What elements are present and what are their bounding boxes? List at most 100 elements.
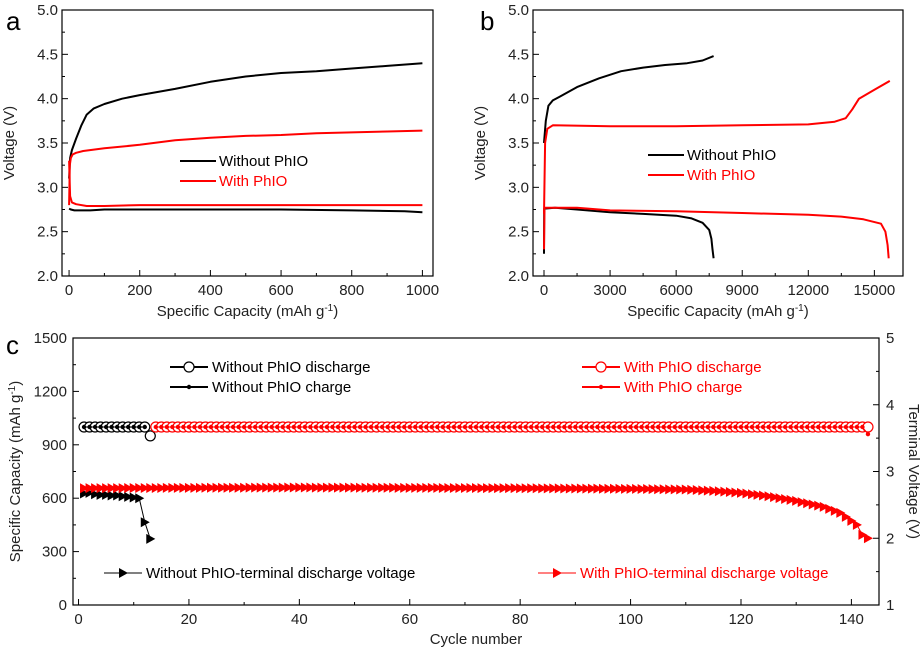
data-point-without-phio-charge <box>109 424 114 430</box>
data-point-with-phio-terminal-discharge-voltage <box>543 483 553 494</box>
data-point-with-phio-terminal-discharge-voltage <box>378 482 388 493</box>
data-point-with-phio-terminal-discharge-voltage <box>234 482 244 493</box>
data-point-with-phio-charge <box>611 424 617 430</box>
data-point-with-phio-terminal-discharge-voltage <box>345 482 355 493</box>
data-point-with-phio-terminal-discharge-voltage <box>477 483 487 494</box>
data-point-with-phio-terminal-discharge-voltage <box>129 483 139 494</box>
data-point-with-phio-charge <box>832 424 838 430</box>
data-point-with-phio-charge <box>777 424 782 430</box>
data-point-with-phio-charge <box>805 424 810 430</box>
data-point-with-phio-terminal-discharge-voltage <box>240 482 250 493</box>
data-point-with-phio-charge <box>793 424 799 430</box>
data-point-with-phio-charge <box>711 424 716 430</box>
data-point-with-phio-charge <box>744 424 749 430</box>
data-point-with-phio-terminal-discharge-voltage <box>223 482 233 493</box>
data-point-with-phio-charge <box>490 424 495 430</box>
data-point-with-phio-charge <box>159 424 164 430</box>
y-tick-label: 1200 <box>34 383 67 400</box>
data-point-with-phio-terminal-discharge-voltage <box>615 483 625 494</box>
data-point-without-phio-charge <box>103 424 109 430</box>
data-point-with-phio-terminal-discharge-voltage <box>444 482 454 493</box>
data-point-with-phio-charge <box>264 424 269 430</box>
panel-letter: b <box>480 6 494 36</box>
data-point-with-phio-charge <box>760 424 766 430</box>
legend-label: With PhIO discharge <box>624 359 762 376</box>
data-point-with-phio-charge <box>219 424 225 430</box>
data-point-with-phio-charge <box>286 424 291 430</box>
data-point-with-phio-charge <box>655 424 661 430</box>
data-point-with-phio-charge <box>860 424 865 430</box>
data-point-with-phio-terminal-discharge-voltage <box>648 484 658 495</box>
data-point-without-phio-terminal-discharge-voltage <box>113 490 123 501</box>
data-point-with-phio-terminal-discharge-voltage <box>394 482 404 493</box>
data-point-with-phio-charge <box>170 424 175 430</box>
y2-tick-label: 2 <box>886 530 894 547</box>
data-point-with-phio-charge <box>573 424 578 430</box>
data-point-with-phio-terminal-discharge-voltage <box>753 489 763 500</box>
data-point-with-phio-charge <box>479 424 484 430</box>
data-point-with-phio-charge <box>540 424 545 430</box>
data-point-with-phio-charge <box>650 424 655 430</box>
data-point-with-phio-terminal-discharge-voltage <box>598 483 608 494</box>
y-tick-label: 2.0 <box>37 268 58 285</box>
data-point-with-phio-charge <box>352 424 357 430</box>
data-point-with-phio-terminal-discharge-voltage <box>725 487 735 498</box>
data-point-with-phio-terminal-discharge-voltage <box>731 487 741 498</box>
data-point-with-phio-terminal-discharge-voltage <box>317 482 327 493</box>
data-point-with-phio-terminal-discharge-voltage <box>416 482 426 493</box>
data-point-without-phio-charge <box>92 424 98 430</box>
data-point-without-phio-charge <box>87 424 92 430</box>
data-point-with-phio-charge <box>589 424 595 430</box>
y2-tick-label: 1 <box>886 597 894 614</box>
data-point-with-phio-terminal-discharge-voltage <box>632 483 642 494</box>
data-point-with-phio-charge <box>203 424 208 430</box>
data-point-with-phio-terminal-discharge-voltage <box>262 482 272 493</box>
data-point-with-phio-terminal-discharge-voltage <box>113 483 123 494</box>
data-point-with-phio-terminal-discharge-voltage <box>692 485 702 496</box>
x-tick-label: 0 <box>65 282 73 299</box>
data-point-with-phio-terminal-discharge-voltage <box>483 483 493 494</box>
y-tick-label: 3.5 <box>508 135 529 152</box>
data-point-with-phio-terminal-discharge-voltage <box>289 482 299 493</box>
data-point-with-phio-terminal-discharge-voltage <box>808 499 818 510</box>
data-point-with-phio-terminal-discharge-voltage <box>339 482 349 493</box>
x-axis-title: Cycle number <box>430 631 523 648</box>
legend-marker <box>183 361 195 373</box>
data-point-with-phio-terminal-discharge-voltage <box>847 515 857 526</box>
x-tick-label: 9000 <box>726 282 759 299</box>
data-point-with-phio-charge <box>865 431 871 437</box>
series-line-with-phio-discharge <box>68 160 423 207</box>
series-line-with-phio-charge <box>543 80 891 214</box>
data-point-without-phio-terminal-discharge-voltage <box>129 492 139 503</box>
data-point-with-phio-charge <box>644 424 650 430</box>
y-tick-label: 5.0 <box>508 2 529 19</box>
data-point-with-phio-terminal-discharge-voltage <box>422 482 432 493</box>
data-point-with-phio-charge <box>716 424 722 430</box>
data-point-with-phio-charge <box>396 424 401 430</box>
legend-label: Without PhIO <box>219 153 308 170</box>
data-point-without-phio-terminal-discharge-voltage <box>146 533 156 544</box>
data-point-with-phio-terminal-discharge-voltage <box>400 482 410 493</box>
data-point-without-phio-terminal-discharge-voltage <box>96 489 106 500</box>
x-tick-label: 1000 <box>406 282 439 299</box>
data-point-with-phio-terminal-discharge-voltage <box>830 505 840 516</box>
x-tick-label: 15000 <box>854 282 896 299</box>
data-point-with-phio-terminal-discharge-voltage <box>212 482 222 493</box>
data-point-with-phio-terminal-discharge-voltage <box>797 497 807 508</box>
data-point-with-phio-terminal-discharge-voltage <box>140 482 150 493</box>
data-point-with-phio-charge <box>799 424 804 430</box>
data-point-with-phio-charge <box>584 424 589 430</box>
x-tick-label: 100 <box>618 611 643 628</box>
data-point-with-phio-charge <box>529 424 534 430</box>
data-point-with-phio-terminal-discharge-voltage <box>665 484 675 495</box>
data-point-with-phio-charge <box>700 424 705 430</box>
data-point-with-phio-terminal-discharge-voltage <box>516 483 526 494</box>
data-point-with-phio-charge <box>186 424 192 430</box>
data-point-with-phio-terminal-discharge-voltage <box>714 486 724 497</box>
data-point-with-phio-terminal-discharge-voltage <box>96 483 106 494</box>
data-point-with-phio-terminal-discharge-voltage <box>720 486 730 497</box>
data-point-with-phio-terminal-discharge-voltage <box>433 482 443 493</box>
data-point-with-phio-charge <box>484 424 490 430</box>
data-point-with-phio-charge <box>374 424 379 430</box>
